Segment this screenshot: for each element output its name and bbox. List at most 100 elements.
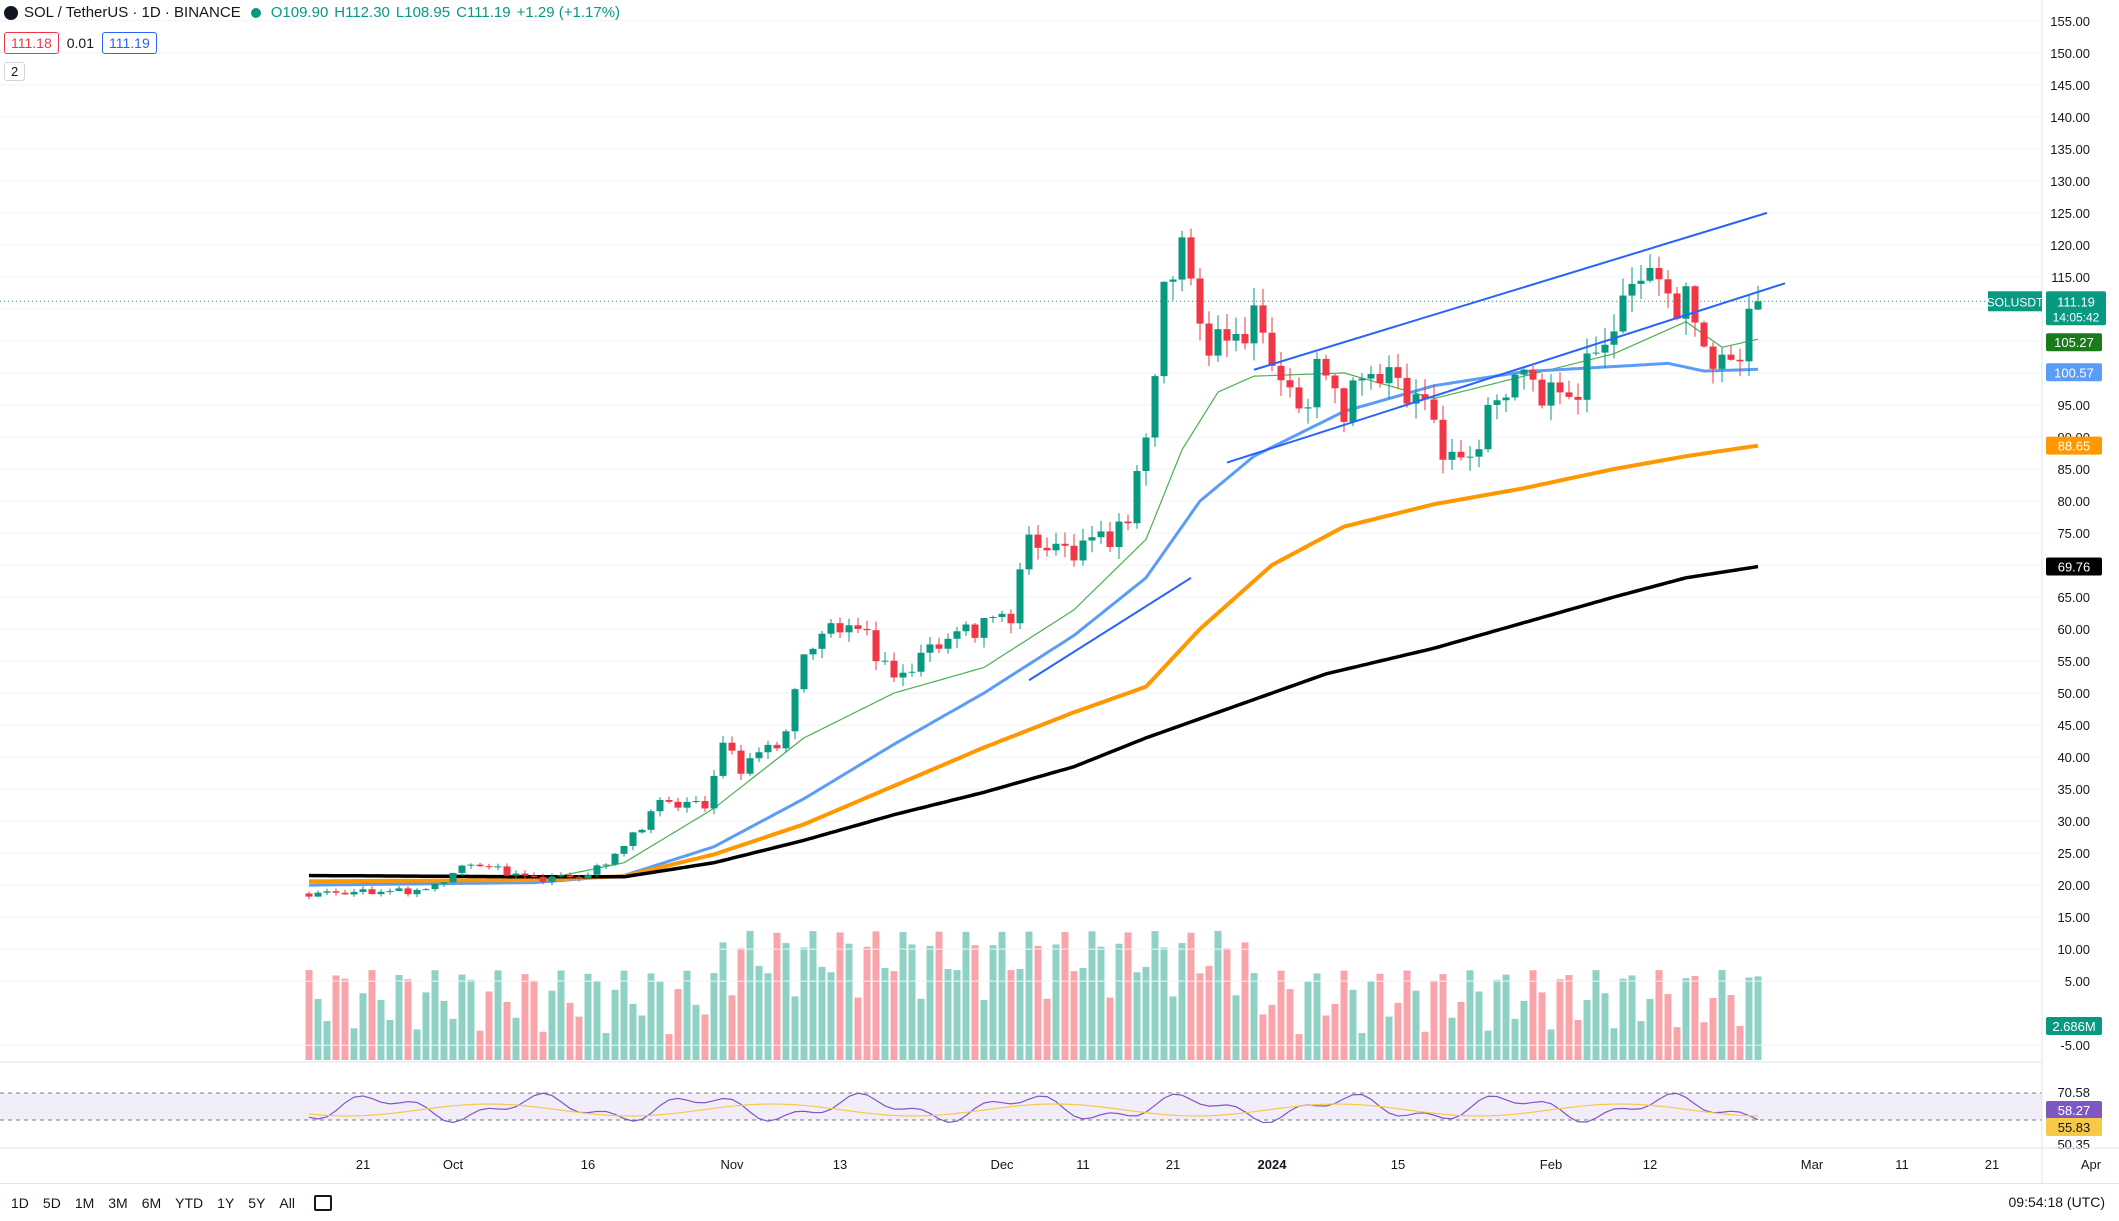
price-tick-label: 5.00 [2065,974,2090,989]
volume-bar [1349,989,1357,1060]
low-value: L108.95 [395,4,451,21]
timeframe-6m[interactable]: 6M [141,1194,162,1211]
timeframe-3m[interactable]: 3M [108,1194,128,1211]
high-value: H112.30 [334,4,390,21]
volume-bar [611,989,619,1060]
price-tick-label: 50.00 [2057,686,2090,701]
time-tick-label: 16 [581,1157,595,1172]
candle-body [530,875,538,877]
candle-body [1070,545,1078,561]
volume-bar [377,999,385,1060]
volume-bar [530,980,538,1060]
candle-body [404,888,412,895]
timeframe-all[interactable]: All [279,1194,295,1211]
volume-bar [1655,970,1663,1060]
volume-bar [656,981,664,1060]
price-tick-label: 135.00 [2050,142,2090,157]
price-tick-label: 85.00 [2057,462,2090,477]
symbol-tag: SOLUSDT [1987,295,2044,309]
volume-bar [980,1000,988,1060]
timeframe-ytd[interactable]: YTD [175,1194,204,1211]
ask-button[interactable]: 111.19 [102,32,157,54]
volume-bar [323,1021,331,1060]
time-axis[interactable]: 21 Oct 16 Nov 13 Dec 11 21 2024 15 Feb 12 Mar 11 21 Apr… [0,1147,2119,1172]
volume-bar [341,978,349,1060]
volume-bar [584,973,592,1060]
rsi-pane [0,1061,2042,1124]
volume-bar [1511,1018,1519,1060]
candle-body [800,654,808,690]
volume-bar [854,997,862,1060]
symbol-tag-bg [1988,291,2042,312]
time-tick-label: 13 [833,1157,847,1172]
symbol-title[interactable]: SOL / TetherUS · 1D · BINANCE [24,4,241,21]
volume-bar [1007,970,1015,1060]
candle-body [1628,283,1636,296]
bottom-toolbar: 1D 5D 1M 3M 6M YTD 1Y 5Y All 09:54:18 (UTC) [0,1183,2119,1221]
time-tick-label: Dec [990,1157,1014,1172]
candle-body [1601,344,1609,353]
volume-bar [746,930,754,1060]
volume-bar [971,945,979,1060]
volume-bar [512,1017,520,1060]
volume-bar [395,975,403,1060]
symbol-logo-icon[interactable] [4,5,18,20]
candle-body [989,616,997,618]
volume-bar [1619,978,1627,1060]
volume-bar [458,974,466,1060]
candle-body [998,613,1006,617]
price-tick-label: 95.00 [2057,398,2090,413]
volume-bar [1367,981,1375,1060]
volume-bar [1223,948,1231,1060]
timeframe-buttons: 1D 5D 1M 3M 6M YTD 1Y 5Y All [4,1195,302,1211]
timeframe-1y[interactable]: 1Y [217,1194,235,1211]
candle-body [899,672,907,678]
indicator-count-toggle[interactable]: 2 [4,62,26,81]
candle-body [1304,407,1312,409]
candle-body [323,891,331,893]
candle-body [395,888,403,891]
market-status-icon [250,7,261,18]
timeframe-1d[interactable]: 1D [11,1194,29,1211]
price-chart[interactable]: 155.00150.00145.00140.00135.00130.00125.… [0,0,2119,1183]
time-tick-label: 21 [1166,1157,1180,1172]
trendlines[interactable] [1028,211,1786,682]
candle-body [1043,547,1051,551]
price-tick-label: 30.00 [2057,814,2090,829]
trendline [1253,211,1768,371]
candle-body [1709,346,1717,369]
candle-body [1349,380,1357,422]
price-tick-label: -5.00 [2060,1038,2090,1053]
volume-bar [791,996,799,1060]
candle-body [1331,375,1339,389]
candle-body [314,892,322,897]
volume-bar [890,971,898,1060]
timeframe-1m[interactable]: 1M [74,1194,95,1211]
bid-button[interactable]: 111.18 [4,32,59,54]
volume-bar [539,1031,547,1060]
volume-bar [1610,1028,1618,1060]
timeframe-5y[interactable]: 5Y [248,1194,266,1211]
volume-bar [1340,970,1348,1060]
volume-bar [1151,931,1159,1060]
volume-bar [917,998,925,1060]
volume-tag: 2.686M [2052,1019,2095,1034]
candle-body [1340,388,1348,422]
clock[interactable]: 09:54:18 (UTC) [2008,1194,2105,1210]
timeframe-5d[interactable]: 5D [42,1194,61,1211]
price-axis[interactable]: 155.00 150.00 145.00 140.00 135.00 130.00 125.… [2041,0,2090,1183]
candle-body [737,750,745,774]
volume-bar [926,945,934,1060]
time-tick-label: Apr [2081,1157,2102,1172]
candle-body [656,800,664,812]
volume-bar [368,970,376,1060]
volume-bar [1502,974,1510,1060]
calendar-icon[interactable] [313,1194,332,1211]
volume-bar [1394,1002,1402,1060]
volume-bar [1079,967,1087,1060]
volume-bar [827,972,835,1060]
candle-body [449,872,457,883]
candle-body [809,648,817,655]
candle-body [818,633,826,649]
volume-bar [1187,932,1195,1060]
